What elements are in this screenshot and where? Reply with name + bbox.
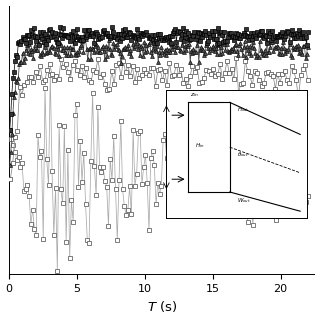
Text: $W_{out}$: $W_{out}$ [237, 196, 251, 205]
X-axis label: $T$ (s): $T$ (s) [147, 300, 177, 315]
Text: $H_{in}$: $H_{in}$ [195, 141, 204, 150]
Text: $H_{out}$: $H_{out}$ [237, 105, 249, 114]
Text: $\theta_{out}$: $\theta_{out}$ [237, 150, 249, 159]
Text: $z_{in}$: $z_{in}$ [190, 91, 199, 99]
